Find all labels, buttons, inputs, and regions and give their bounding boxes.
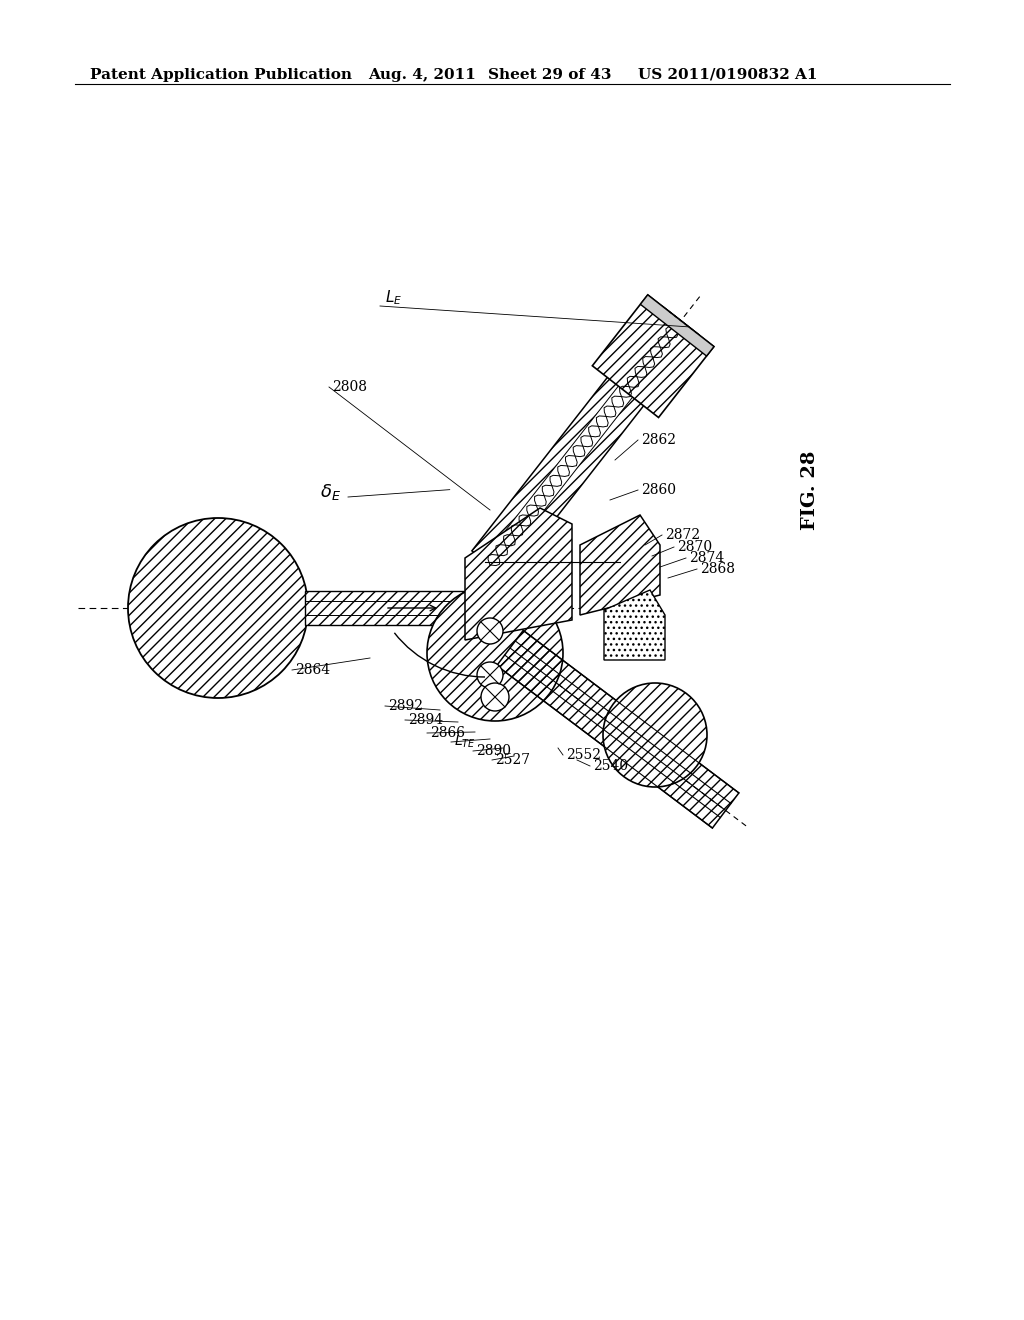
Circle shape bbox=[427, 585, 563, 721]
Text: 2872: 2872 bbox=[665, 528, 700, 543]
Circle shape bbox=[481, 682, 509, 711]
Text: 2860: 2860 bbox=[641, 483, 676, 498]
Text: $L_E$: $L_E$ bbox=[385, 289, 402, 308]
Text: 2890: 2890 bbox=[476, 744, 511, 758]
Polygon shape bbox=[604, 590, 665, 660]
Polygon shape bbox=[580, 515, 660, 615]
Text: 2808: 2808 bbox=[332, 380, 367, 393]
Text: 2864: 2864 bbox=[295, 663, 330, 677]
Polygon shape bbox=[465, 508, 572, 640]
Polygon shape bbox=[305, 591, 470, 624]
Text: 2892: 2892 bbox=[388, 700, 423, 713]
Circle shape bbox=[128, 517, 308, 698]
Text: $L_{TE}$: $L_{TE}$ bbox=[454, 734, 476, 750]
Text: 2868: 2868 bbox=[700, 562, 735, 576]
Text: Patent Application Publication: Patent Application Publication bbox=[90, 69, 352, 82]
Text: US 2011/0190832 A1: US 2011/0190832 A1 bbox=[638, 69, 817, 82]
Text: Aug. 4, 2011: Aug. 4, 2011 bbox=[368, 69, 476, 82]
Polygon shape bbox=[592, 294, 714, 417]
Polygon shape bbox=[483, 315, 688, 570]
Text: FIG. 28: FIG. 28 bbox=[801, 450, 819, 529]
Polygon shape bbox=[472, 306, 699, 579]
Text: 2870: 2870 bbox=[677, 540, 712, 554]
Text: 2527: 2527 bbox=[495, 752, 530, 767]
Polygon shape bbox=[640, 294, 714, 356]
Text: 2862: 2862 bbox=[641, 433, 676, 447]
Text: $\delta_E$: $\delta_E$ bbox=[319, 482, 341, 502]
Text: 2540: 2540 bbox=[593, 759, 628, 774]
Text: Sheet 29 of 43: Sheet 29 of 43 bbox=[488, 69, 611, 82]
Text: 2552: 2552 bbox=[566, 748, 601, 762]
Circle shape bbox=[477, 663, 503, 688]
Text: 2894: 2894 bbox=[408, 713, 443, 727]
Text: 2866: 2866 bbox=[430, 726, 465, 741]
Circle shape bbox=[603, 682, 707, 787]
Text: 2874: 2874 bbox=[689, 550, 724, 565]
Circle shape bbox=[477, 618, 503, 644]
